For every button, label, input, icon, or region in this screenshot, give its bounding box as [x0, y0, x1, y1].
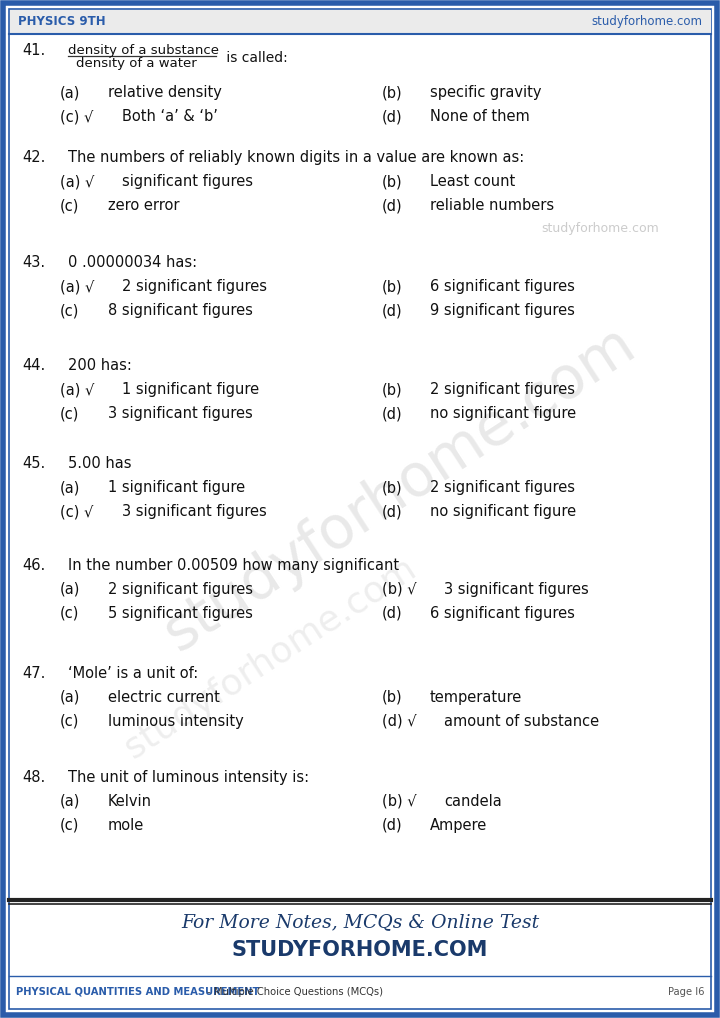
Text: PHYSICS 9TH: PHYSICS 9TH [18, 15, 106, 29]
Text: The numbers of reliably known digits in a value are known as:: The numbers of reliably known digits in … [68, 150, 524, 165]
Text: (a): (a) [60, 794, 81, 809]
Text: 45.: 45. [22, 456, 45, 471]
Text: 43.: 43. [22, 254, 45, 270]
Text: The unit of luminous intensity is:: The unit of luminous intensity is: [68, 770, 309, 785]
Text: (c) √: (c) √ [60, 504, 94, 519]
Text: (b): (b) [382, 382, 402, 397]
Text: 0 .00000034 has:: 0 .00000034 has: [68, 254, 197, 270]
Text: Kelvin: Kelvin [108, 794, 152, 809]
Text: (c): (c) [60, 197, 79, 213]
Bar [9, 10, 711, 33]
Text: luminous intensity: luminous intensity [108, 714, 244, 729]
Text: (c) √: (c) √ [60, 109, 94, 124]
Text: amount of substance: amount of substance [444, 714, 599, 729]
Text: (c): (c) [60, 303, 79, 318]
Text: None of them: None of them [430, 109, 530, 124]
Text: candela: candela [444, 794, 502, 809]
Text: 8 significant figures: 8 significant figures [108, 303, 253, 318]
Text: (a) √: (a) √ [60, 174, 94, 189]
Text: 3 significant figures: 3 significant figures [122, 504, 266, 519]
Text: 5 significant figures: 5 significant figures [108, 606, 253, 621]
Text: ‘Mole’ is a unit of:: ‘Mole’ is a unit of: [68, 666, 198, 681]
Text: (d): (d) [382, 303, 402, 318]
Text: (c): (c) [60, 606, 79, 621]
Text: 2 significant figures: 2 significant figures [122, 279, 267, 294]
Text: Page l6: Page l6 [667, 987, 704, 997]
Text: reliable numbers: reliable numbers [430, 197, 554, 213]
Text: relative density: relative density [108, 84, 222, 100]
Text: 1 significant figure: 1 significant figure [108, 480, 245, 495]
Text: 46.: 46. [22, 558, 45, 573]
Text: (a) √: (a) √ [60, 279, 94, 294]
Text: (a) √: (a) √ [60, 382, 94, 397]
Text: 2 significant figures: 2 significant figures [430, 382, 575, 397]
Text: (d): (d) [382, 406, 402, 421]
Text: (c): (c) [60, 406, 79, 421]
Text: (b): (b) [382, 279, 402, 294]
Text: specific gravity: specific gravity [430, 84, 541, 100]
Text: no significant figure: no significant figure [430, 406, 576, 421]
Text: (b): (b) [382, 480, 402, 495]
Text: (d) √: (d) √ [382, 714, 417, 729]
Text: 3 significant figures: 3 significant figures [444, 582, 589, 597]
Text: 44.: 44. [22, 358, 45, 373]
Text: density of a water: density of a water [76, 57, 197, 70]
Text: 47.: 47. [22, 666, 45, 681]
Text: studyforhome.com: studyforhome.com [591, 15, 702, 29]
Text: For More Notes, MCQs & Online Test: For More Notes, MCQs & Online Test [181, 913, 539, 931]
Text: studyforhome.com: studyforhome.com [118, 551, 422, 765]
Text: 2 significant figures: 2 significant figures [430, 480, 575, 495]
Text: - Multiple Choice Questions (MCQs): - Multiple Choice Questions (MCQs) [204, 987, 383, 997]
Text: studyforhome.com: studyforhome.com [154, 315, 646, 662]
Text: Ampere: Ampere [430, 818, 487, 833]
Text: 41.: 41. [22, 43, 45, 58]
Text: no significant figure: no significant figure [430, 504, 576, 519]
Text: 9 significant figures: 9 significant figures [430, 303, 575, 318]
Text: 42.: 42. [22, 150, 45, 165]
Text: 48.: 48. [22, 770, 45, 785]
Text: (a): (a) [60, 480, 81, 495]
Text: significant figures: significant figures [122, 174, 253, 189]
Text: (d): (d) [382, 818, 402, 833]
Text: studyforhome.com: studyforhome.com [541, 222, 659, 234]
Text: (c): (c) [60, 714, 79, 729]
Text: (d): (d) [382, 504, 402, 519]
Text: 3 significant figures: 3 significant figures [108, 406, 253, 421]
Text: mole: mole [108, 818, 144, 833]
Text: (a): (a) [60, 84, 81, 100]
Text: (d): (d) [382, 197, 402, 213]
Text: Least count: Least count [430, 174, 516, 189]
Text: (b) √: (b) √ [382, 794, 417, 809]
Text: 6 significant figures: 6 significant figures [430, 279, 575, 294]
Text: 1 significant figure: 1 significant figure [122, 382, 259, 397]
Text: (a): (a) [60, 582, 81, 597]
Text: 6 significant figures: 6 significant figures [430, 606, 575, 621]
Text: In the number 0.00509 how many significant: In the number 0.00509 how many significa… [68, 558, 399, 573]
Text: electric current: electric current [108, 690, 220, 705]
Text: (b): (b) [382, 84, 402, 100]
Text: (b): (b) [382, 690, 402, 705]
Text: (c): (c) [60, 818, 79, 833]
Text: PHYSICAL QUANTITIES AND MEASUREMENT: PHYSICAL QUANTITIES AND MEASUREMENT [16, 987, 259, 997]
Text: (b) √: (b) √ [382, 582, 417, 597]
Text: 200 has:: 200 has: [68, 358, 132, 373]
Text: zero error: zero error [108, 197, 179, 213]
Text: is called:: is called: [222, 51, 288, 65]
Text: (d): (d) [382, 606, 402, 621]
Text: temperature: temperature [430, 690, 522, 705]
Text: density of a substance: density of a substance [68, 44, 219, 57]
Text: (a): (a) [60, 690, 81, 705]
Text: (d): (d) [382, 109, 402, 124]
Text: (b): (b) [382, 174, 402, 189]
Text: 5.00 has: 5.00 has [68, 456, 132, 471]
Text: STUDYFORHOME.COM: STUDYFORHOME.COM [232, 940, 488, 960]
Text: Both ‘a’ & ‘b’: Both ‘a’ & ‘b’ [122, 109, 218, 124]
Text: 2 significant figures: 2 significant figures [108, 582, 253, 597]
